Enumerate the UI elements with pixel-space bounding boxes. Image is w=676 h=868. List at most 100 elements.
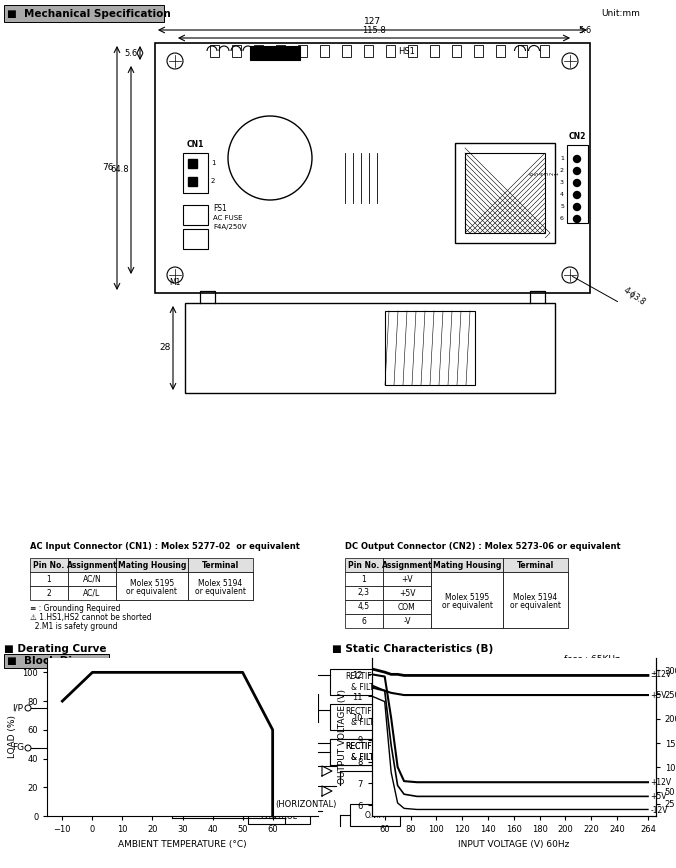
Text: 5: 5	[535, 172, 539, 174]
Text: +V: +V	[528, 713, 541, 721]
Text: RECTIFIERS
& FILTER: RECTIFIERS & FILTER	[157, 698, 201, 718]
Text: ⚠ 1.HS1,HS2 cannot be shorted: ⚠ 1.HS1,HS2 cannot be shorted	[30, 613, 151, 622]
Circle shape	[573, 203, 581, 211]
Text: AC/L: AC/L	[83, 589, 101, 597]
Text: RECTIFIERS
& FILTER: RECTIFIERS & FILTER	[345, 707, 389, 727]
Text: CN2: CN2	[569, 132, 585, 141]
Text: +5V: +5V	[399, 589, 415, 597]
Text: RECTIFIERS
& FILTER: RECTIFIERS & FILTER	[345, 742, 389, 762]
Bar	[364, 45, 373, 57]
Text: 5.6: 5.6	[125, 49, 138, 57]
Circle shape	[573, 215, 581, 222]
Text: M1: M1	[169, 278, 180, 287]
Text: 115.8: 115.8	[362, 26, 386, 35]
Bar	[518, 45, 527, 57]
Text: ■  Block Diagram: ■ Block Diagram	[7, 656, 110, 666]
Bar	[183, 205, 208, 225]
Text: 5.6: 5.6	[578, 26, 592, 35]
Bar	[345, 586, 383, 600]
Text: or equivalent: or equivalent	[195, 587, 246, 595]
Text: Molex 5194: Molex 5194	[198, 578, 243, 588]
Text: 2,3: 2,3	[358, 589, 370, 597]
Bar	[431, 614, 503, 628]
Circle shape	[573, 155, 581, 162]
Bar	[474, 45, 483, 57]
Bar	[116, 558, 188, 572]
Text: Terminal: Terminal	[202, 561, 239, 569]
Bar	[188, 159, 197, 168]
Text: 2: 2	[550, 172, 554, 174]
Bar	[383, 586, 431, 600]
X-axis label: AMBIENT TEMPERATURE (°C): AMBIENT TEMPERATURE (°C)	[118, 839, 247, 849]
Text: 2: 2	[47, 589, 51, 597]
Bar	[345, 614, 383, 628]
Text: O.V.P.: O.V.P.	[365, 811, 385, 819]
Bar	[68, 586, 116, 600]
Bar	[188, 177, 197, 186]
Text: or equivalent: or equivalent	[126, 587, 178, 595]
Bar	[30, 586, 68, 600]
Bar	[385, 311, 475, 385]
Bar	[345, 572, 383, 586]
Text: CN1: CN1	[187, 140, 203, 149]
Bar	[210, 45, 219, 57]
Bar	[383, 614, 431, 628]
Text: ■ Static Characteristics (B): ■ Static Characteristics (B)	[332, 644, 493, 654]
Text: AC FUSE: AC FUSE	[213, 215, 243, 221]
Bar	[342, 45, 351, 57]
Text: Mating Housing: Mating Housing	[118, 561, 186, 569]
Text: 3: 3	[560, 181, 564, 186]
Bar	[330, 739, 405, 765]
Bar	[116, 586, 188, 600]
Bar	[408, 45, 417, 57]
Text: 1: 1	[554, 172, 560, 174]
Text: 1: 1	[47, 575, 51, 583]
Circle shape	[25, 705, 31, 711]
Bar	[431, 572, 503, 586]
Bar	[431, 586, 503, 600]
Text: ≡ : Grounding Required: ≡ : Grounding Required	[30, 604, 120, 613]
Text: +5V: +5V	[650, 691, 667, 700]
Text: DETECTION
CIRCUIT: DETECTION CIRCUIT	[445, 761, 489, 780]
Text: ■  Mechanical Specification: ■ Mechanical Specification	[7, 9, 171, 19]
Bar	[345, 558, 383, 572]
Bar	[60, 693, 118, 723]
Bar	[345, 600, 383, 614]
Text: Unit:mm: Unit:mm	[601, 10, 640, 18]
Circle shape	[58, 751, 62, 755]
Bar	[386, 45, 395, 57]
Bar	[465, 153, 545, 233]
Text: or equivalent: or equivalent	[441, 601, 493, 609]
Text: Terminal: Terminal	[517, 561, 554, 569]
Text: Assignment: Assignment	[382, 561, 433, 569]
Circle shape	[573, 192, 581, 199]
Text: FS1: FS1	[213, 204, 226, 213]
Y-axis label: OUTPUT VOLTAGE (V): OUTPUT VOLTAGE (V)	[338, 689, 347, 785]
Text: +12V: +12V	[650, 778, 672, 786]
Circle shape	[519, 680, 525, 685]
Text: RECTIFIERS
& FILTER: RECTIFIERS & FILTER	[345, 742, 389, 762]
Text: or equivalent: or equivalent	[510, 601, 561, 609]
Bar	[383, 558, 431, 572]
Text: -12V: -12V	[650, 806, 668, 814]
Text: 6: 6	[560, 216, 564, 221]
Bar	[503, 614, 568, 628]
Bar	[452, 45, 461, 57]
Circle shape	[519, 714, 525, 720]
Bar	[567, 145, 588, 223]
Text: +5V: +5V	[528, 747, 548, 757]
Bar	[240, 693, 305, 723]
Circle shape	[519, 753, 525, 759]
Text: 2: 2	[211, 178, 216, 184]
Bar	[248, 798, 310, 824]
Text: 2.M1 is safety ground: 2.M1 is safety ground	[30, 622, 118, 631]
Text: 4: 4	[560, 193, 564, 198]
Text: HS1: HS1	[399, 47, 416, 56]
Bar	[503, 572, 568, 586]
Text: Mating Housing: Mating Housing	[433, 561, 501, 569]
Text: Pin No.: Pin No.	[33, 561, 65, 569]
Text: +5V: +5V	[650, 792, 667, 801]
Text: 4,5: 4,5	[358, 602, 370, 611]
Text: I/P: I/P	[12, 703, 24, 713]
Bar	[320, 45, 329, 57]
